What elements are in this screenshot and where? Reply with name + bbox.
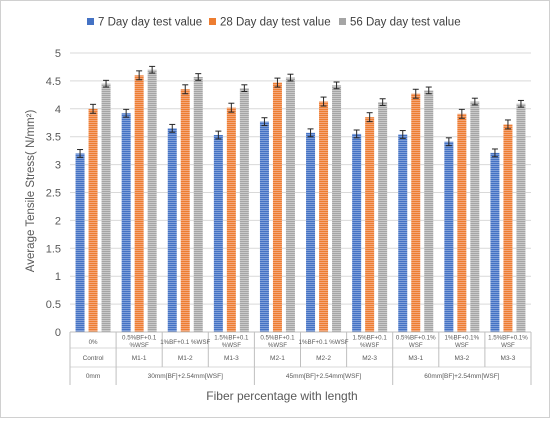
bar-m3-1-series-2 [411, 93, 421, 332]
category-label-m2-1: 0.5%BF+0.1 %WSF [260, 335, 295, 350]
bar-m3-1-series-1 [398, 134, 408, 332]
y-axis-tick-labels: 0 0.5 1 1.5 2 2.5 3 3.5 4 4.5 5 [46, 48, 61, 339]
y-tick-label-1: 0.5 [46, 299, 61, 311]
group-label-4: 60mm[BF]+2.54mm[WSF] [424, 373, 499, 380]
y-axis-label: Average Tensile Stress( N/mm²) [25, 110, 37, 273]
y-tick-label-9: 4.5 [46, 76, 61, 88]
bar-m3-3-series-2 [503, 124, 513, 332]
y-tick-label-8: 4 [55, 104, 61, 116]
legend-label-1: 7 Day day test value [98, 17, 202, 29]
category-label-m2-2: 1%BF+0.1 %WSF [299, 339, 349, 346]
mix-id-label-m3-1: M3-1 [408, 355, 423, 362]
bar-m2-1-series-2 [272, 82, 282, 332]
bar-m3-2-series-1 [444, 141, 454, 332]
mix-id-label-m2-3: M2-3 [362, 355, 377, 362]
y-tick-label-7: 3.5 [46, 132, 61, 144]
bar-m2-2-series-3 [332, 85, 342, 332]
bar-m2-3-series-2 [365, 117, 375, 332]
mix-id-label-control: Control [83, 355, 105, 362]
mix-id-label-m2-2: M2-2 [316, 355, 331, 362]
bar-m2-3-series-3 [378, 102, 388, 332]
bar-series [75, 65, 526, 333]
category-label-m3-3: 1.5%BF+0.1% WSF [488, 335, 528, 350]
x-axis-label: Fiber percentage with length [206, 389, 357, 403]
bar-m3-3-series-1 [490, 152, 500, 332]
category-label-m2-3: 1.5%BF+0.1 %WSF [353, 335, 388, 350]
mix-id-label-m1-2: M1-2 [178, 355, 193, 362]
legend-swatch-2 [209, 18, 216, 25]
bar-m2-3-series-1 [352, 133, 362, 332]
bar-m3-1-series-3 [424, 90, 434, 332]
bar-m1-1-series-2 [134, 75, 144, 332]
bar-m2-2-series-1 [306, 132, 316, 332]
mix-id-label-m1-1: M1-1 [132, 355, 147, 362]
category-label-m1-2: 1%BF+0.1 %WSF [160, 339, 210, 346]
y-gridlines [70, 52, 531, 333]
bar-m1-3-series-1 [213, 135, 223, 332]
legend-label-3: 56 Day day test value [350, 17, 461, 29]
bar-m2-2-series-2 [319, 101, 329, 333]
bar-m3-3-series-3 [516, 103, 526, 332]
y-tick-label-2: 1 [55, 271, 61, 283]
group-label-3: 45mm[BF]+2.54mm[WSF] [286, 373, 361, 380]
legend-swatch-1 [87, 18, 94, 25]
y-tick-label-6: 3 [55, 160, 61, 172]
mix-id-label-m1-3: M1-3 [224, 355, 239, 362]
bar-m1-2-series-2 [180, 89, 190, 333]
mix-id-label-m2-1: M2-1 [270, 355, 285, 362]
chart-legend: 7 Day day test value 28 Day day test valu… [87, 17, 461, 29]
category-label-control: 0% [89, 339, 98, 346]
bar-m2-1-series-3 [285, 77, 295, 332]
bar-m1-3-series-2 [226, 107, 236, 333]
group-label-1: 0mm [86, 373, 100, 380]
mix-id-label-m3-3: M3-3 [501, 355, 516, 362]
bar-m3-2-series-2 [457, 113, 467, 333]
bar-m1-3-series-3 [239, 88, 249, 333]
category-label-m3-1: 0.5%BF+0.1% WSF [396, 335, 436, 350]
y-tick-label-4: 2 [55, 215, 61, 227]
y-tick-label-5: 2.5 [46, 188, 61, 200]
legend-label-2: 28 Day day test value [220, 17, 331, 29]
mix-id-label-m3-2: M3-2 [454, 355, 469, 362]
bar-m1-1-series-3 [147, 69, 157, 333]
y-tick-label-10: 5 [55, 48, 61, 60]
y-tick-label-0: 0 [55, 327, 61, 339]
bar-control-series-1 [75, 153, 85, 332]
bar-m1-1-series-1 [121, 113, 131, 332]
legend-swatch-3 [339, 18, 346, 25]
bar-m1-2-series-3 [193, 76, 203, 332]
bar-m1-2-series-1 [167, 128, 177, 332]
bar-m2-1-series-1 [259, 121, 269, 332]
y-tick-label-3: 1.5 [46, 243, 61, 255]
category-label-m3-2: 1%BF+0.1% WSF [445, 335, 480, 350]
bar-m3-2-series-3 [470, 101, 480, 333]
category-label-m1-3: 1.5%BF+0.1 %WSF [214, 335, 249, 350]
bar-control-series-2 [88, 108, 98, 332]
group-label-2: 30mm[BF]+2.54mm[WSF] [148, 373, 223, 380]
bar-control-series-3 [101, 83, 111, 332]
category-label-m1-1: 0.5%BF+0.1 %WSF [122, 335, 157, 350]
x-axis-category-table: 0%0.5%BF+0.1 %WSF 1%BF+0.1 %WSF1.5%BF+0.1%… [69, 331, 532, 385]
